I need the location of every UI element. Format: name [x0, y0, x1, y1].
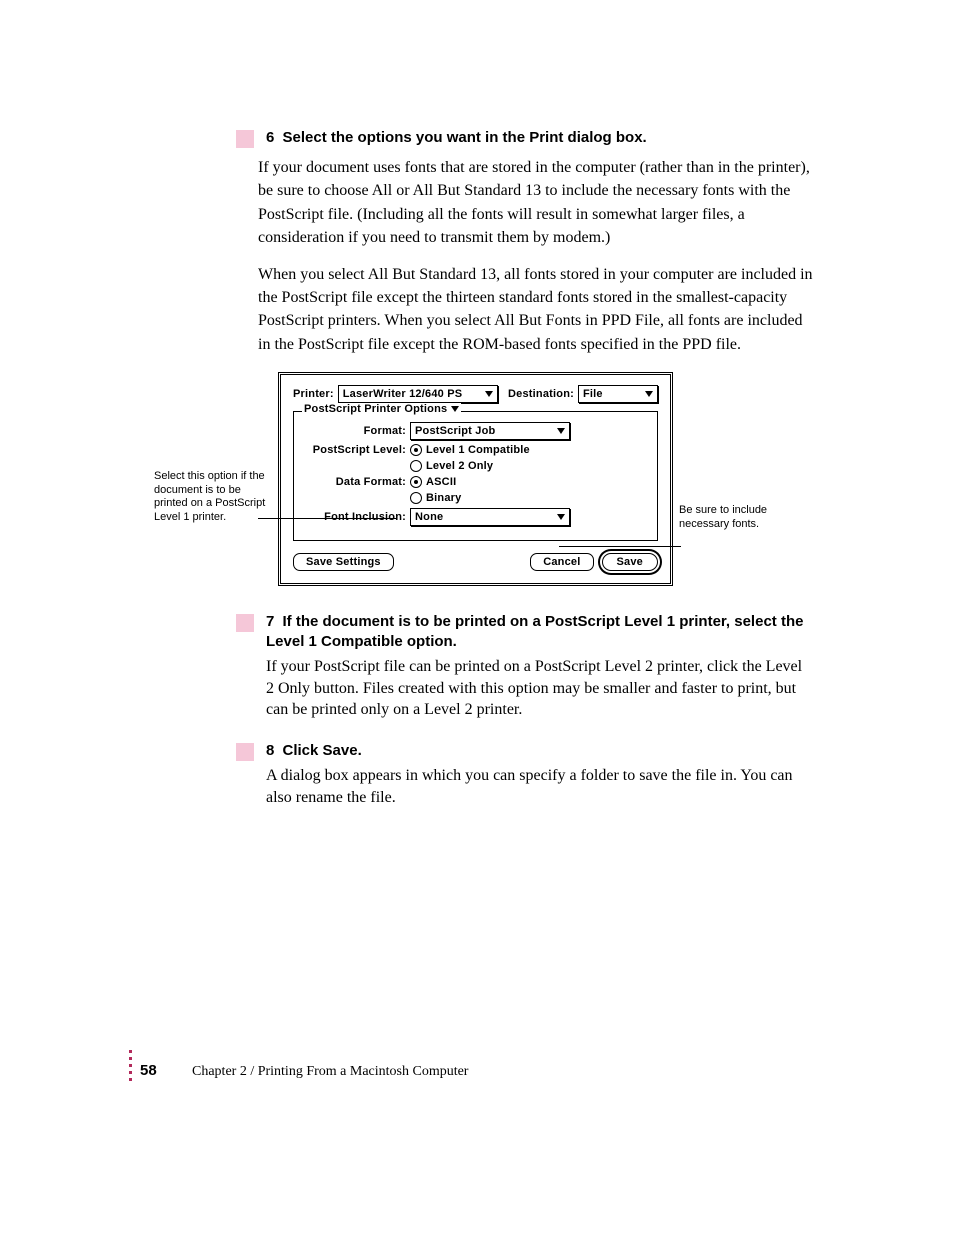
step-text: 6 Select the options you want in the Pri… — [266, 128, 814, 148]
printer-label: Printer: — [293, 388, 334, 400]
radio-label: Level 1 Compatible — [426, 444, 530, 456]
chevron-down-icon — [557, 428, 565, 434]
panel-label: PostScript Printer Options — [304, 403, 447, 415]
fontincl-label: Font Inclusion: — [304, 511, 410, 523]
destination-popup[interactable]: File — [578, 385, 658, 403]
radio-icon — [410, 460, 422, 472]
radio-ascii[interactable]: ASCII — [410, 476, 647, 488]
step-text: 8 Click Save. A dialog box appears in wh… — [266, 741, 814, 808]
step-text: 7 If the document is to be printed on a … — [266, 612, 814, 721]
step-num: 6 — [266, 129, 274, 146]
body-para: If your document uses fonts that are sto… — [140, 156, 814, 249]
radio-level1[interactable]: Level 1 Compatible — [410, 444, 647, 456]
ps-options-panel: PostScript Printer Options Format: PostS… — [293, 411, 658, 541]
radio-label: Level 2 Only — [426, 460, 493, 472]
fontincl-value: None — [415, 510, 443, 524]
step-num: 8 — [266, 742, 274, 759]
print-dialog: Printer: LaserWriter 12/640 PS Destinati… — [278, 372, 673, 586]
chevron-down-icon — [451, 406, 459, 412]
step-6: 6 Select the options you want in the Pri… — [140, 128, 814, 148]
format-label: Format: — [304, 425, 410, 437]
radio-icon — [410, 476, 422, 488]
step-body: Select the options you want in the Print… — [283, 129, 647, 146]
radio-label: ASCII — [426, 476, 456, 488]
step-num: 7 — [266, 613, 274, 630]
callout-line — [559, 546, 681, 547]
save-button[interactable]: Save — [602, 553, 659, 571]
radio-level2[interactable]: Level 2 Only — [410, 460, 647, 472]
printer-value: LaserWriter 12/640 PS — [343, 387, 463, 401]
step-body: Click Save. — [283, 742, 362, 759]
radio-icon — [410, 492, 422, 504]
page-number: 58 — [140, 1062, 157, 1079]
pslevel-label: PostScript Level: — [304, 444, 410, 456]
chevron-down-icon — [485, 391, 493, 397]
step-7: 7 If the document is to be printed on a … — [140, 612, 814, 721]
step-body: If the document is to be printed on a Po… — [266, 613, 803, 650]
format-value: PostScript Job — [415, 424, 495, 438]
destination-value: File — [583, 387, 603, 401]
chevron-down-icon — [557, 514, 565, 520]
panel-popup[interactable]: PostScript Printer Options — [302, 403, 461, 415]
callout-left: Select this option if the document is to… — [154, 470, 269, 525]
footer-dots — [129, 1050, 132, 1081]
dialog-figure: Select this option if the document is to… — [278, 372, 673, 586]
body-para: When you select All But Standard 13, all… — [140, 263, 814, 356]
step-sub: If your PostScript file can be printed o… — [266, 656, 814, 721]
footer-text: Chapter 2 / Printing From a Macintosh Co… — [192, 1064, 468, 1080]
cancel-button[interactable]: Cancel — [530, 553, 593, 571]
printer-popup[interactable]: LaserWriter 12/640 PS — [338, 385, 498, 403]
step-marker — [236, 743, 254, 761]
radio-binary[interactable]: Binary — [410, 492, 647, 504]
step-marker — [236, 130, 254, 148]
radio-label: Binary — [426, 492, 461, 504]
format-popup[interactable]: PostScript Job — [410, 422, 570, 440]
dataformat-label: Data Format: — [304, 476, 410, 488]
save-settings-button[interactable]: Save Settings — [293, 553, 394, 571]
destination-label: Destination: — [508, 388, 574, 400]
step-sub: A dialog box appears in which you can sp… — [266, 765, 814, 808]
step-marker — [236, 614, 254, 632]
radio-icon — [410, 444, 422, 456]
fontincl-popup[interactable]: None — [410, 508, 570, 526]
callout-right: Be sure to include necessary fonts. — [679, 504, 789, 532]
chevron-down-icon — [645, 391, 653, 397]
step-8: 8 Click Save. A dialog box appears in wh… — [140, 741, 814, 808]
